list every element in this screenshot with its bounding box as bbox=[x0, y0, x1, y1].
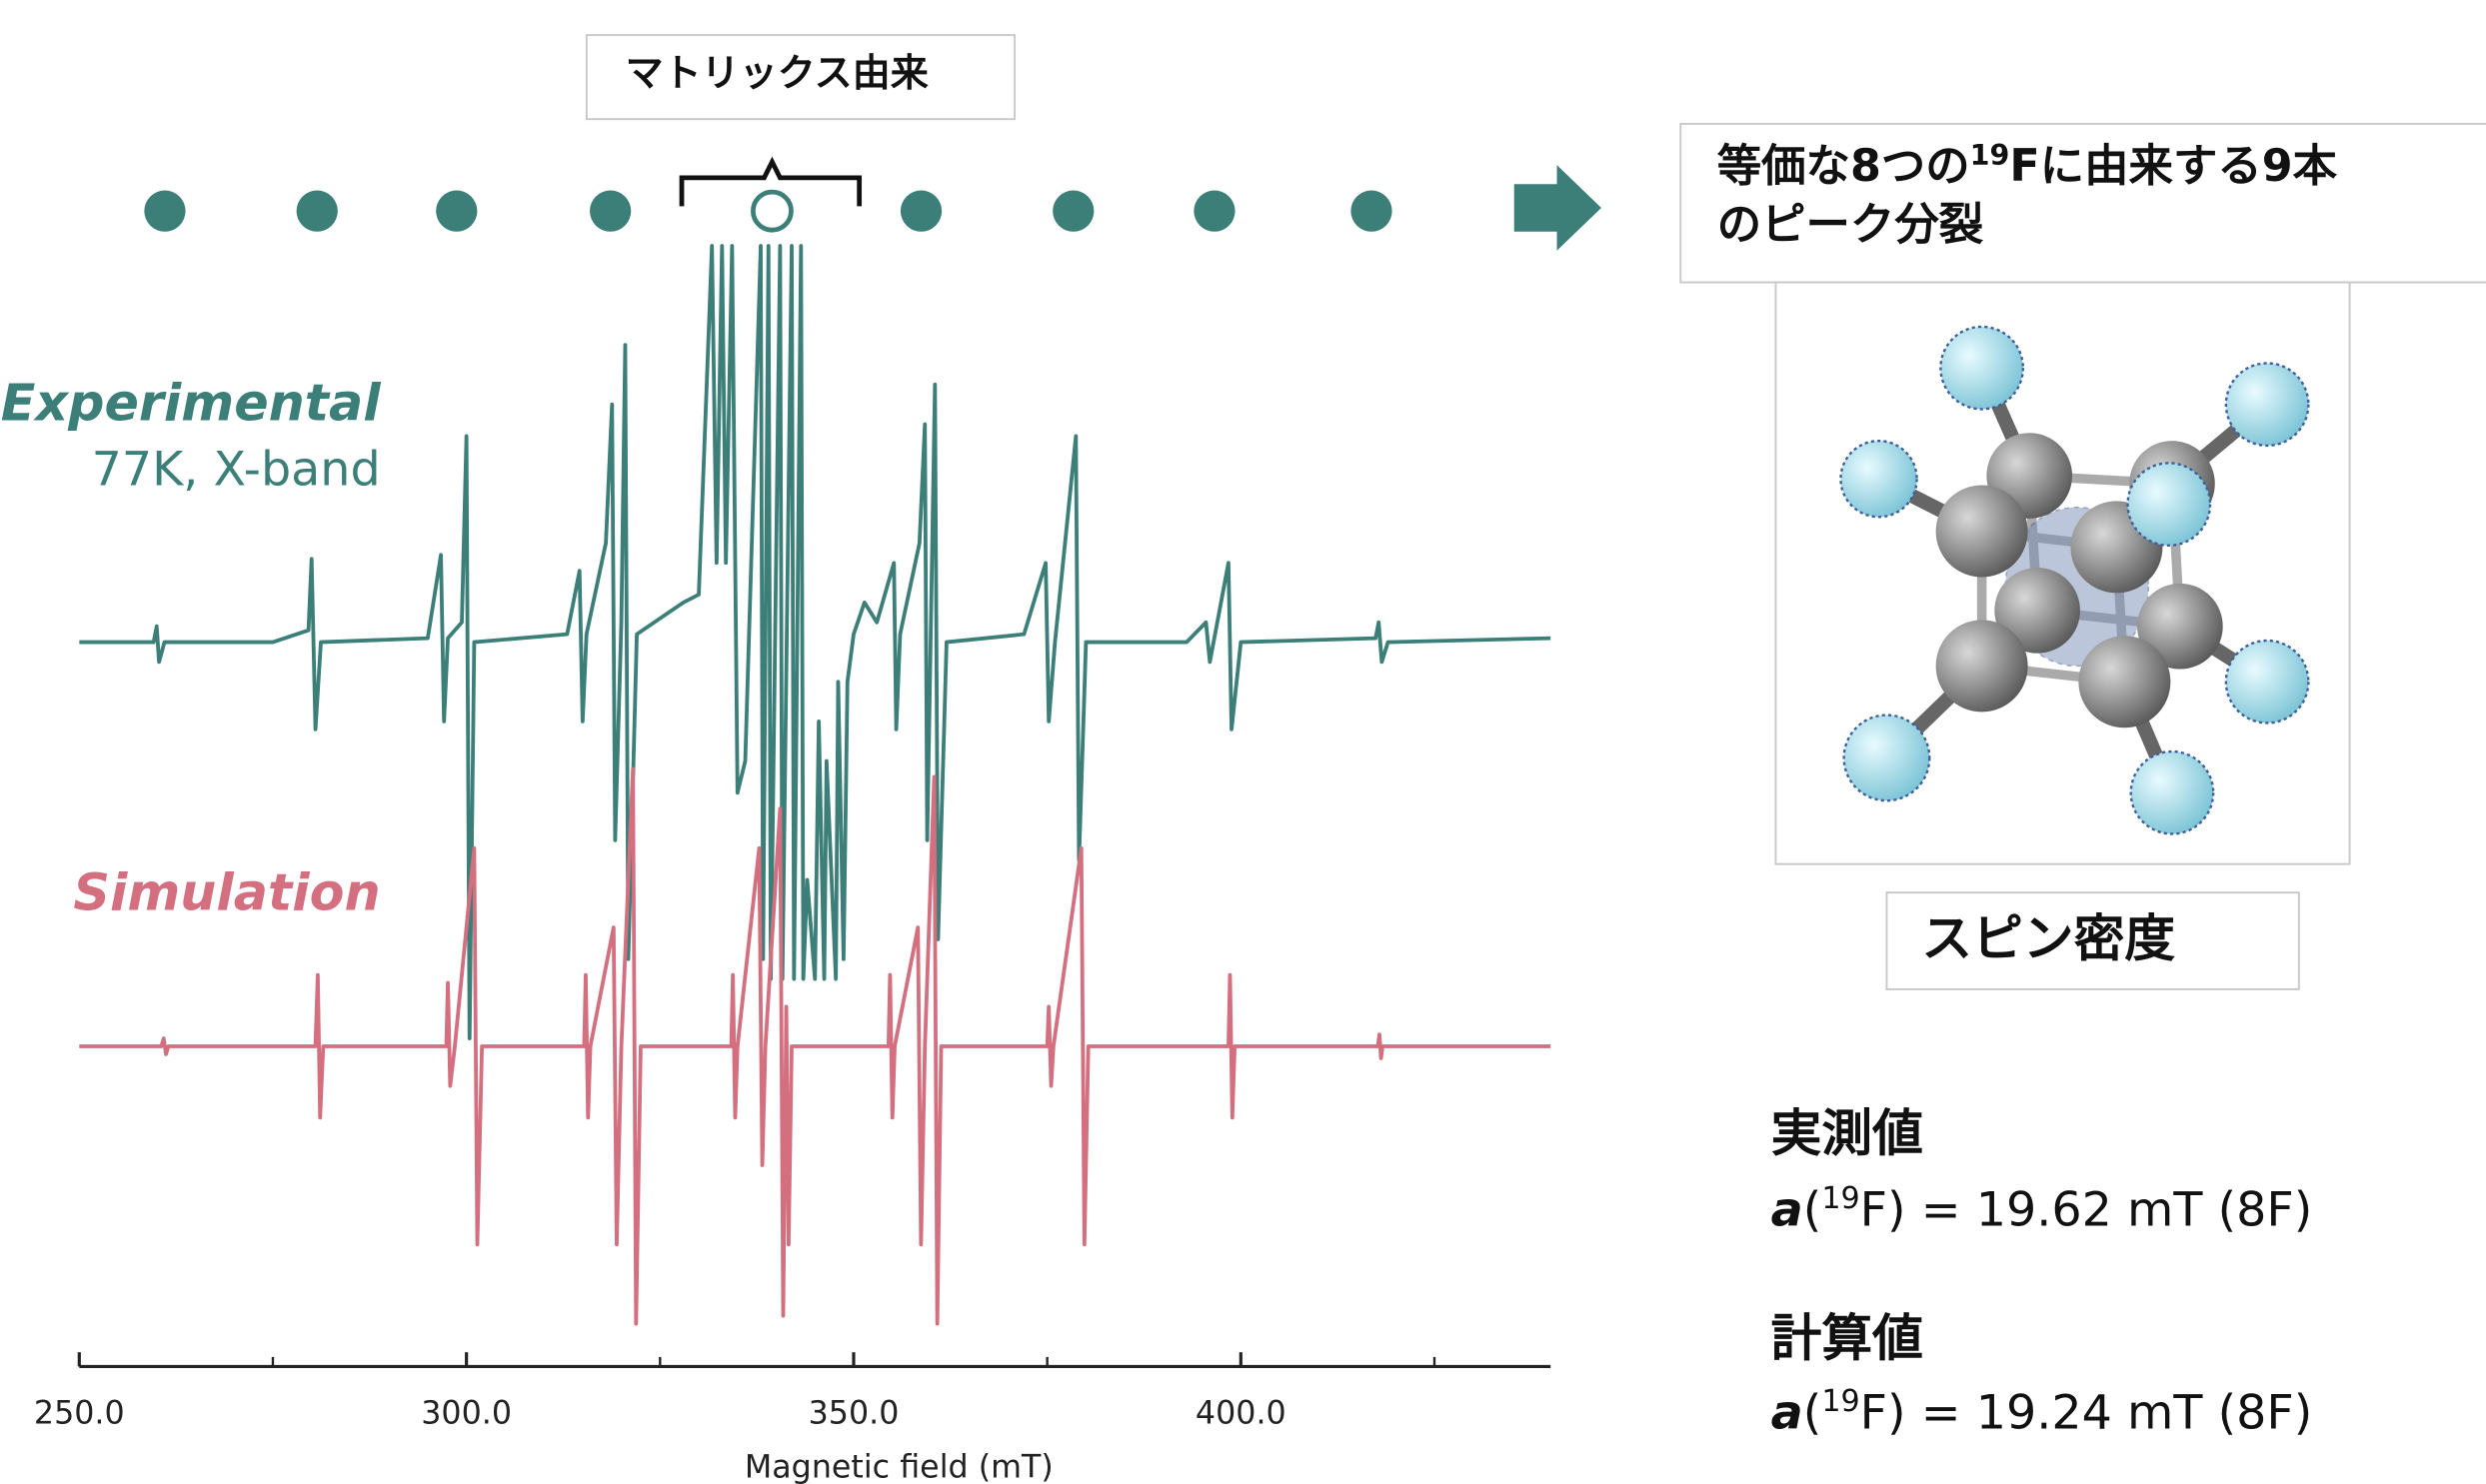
dot bbox=[590, 191, 631, 232]
peak-dots bbox=[144, 165, 1601, 251]
text: 等価な8つの bbox=[1717, 141, 1970, 192]
spin-density-label: スピン密度 bbox=[1921, 909, 2175, 968]
dot bbox=[436, 191, 477, 232]
dot bbox=[144, 191, 185, 232]
spectrum-line bbox=[79, 768, 1550, 1323]
x-tick-label: 300.0 bbox=[421, 1396, 512, 1432]
measured-value: a(19F) = 19.62 mT (8F) bbox=[1771, 1181, 2313, 1237]
page: EPR spectrum {"chart_data": {"type": "li… bbox=[0, 0, 2486, 1484]
text: ( bbox=[1803, 1385, 1822, 1440]
figure: マトリックス由来 Experimental 77K, X-band Simula… bbox=[0, 0, 2486, 1484]
body: マトリックス由来 Experimental 77K, X-band Simula… bbox=[0, 0, 2486, 1484]
dot bbox=[1350, 191, 1391, 232]
x-tick-label: 250.0 bbox=[34, 1396, 125, 1432]
symbol: a bbox=[1771, 1385, 1803, 1440]
text: ( bbox=[1803, 1182, 1822, 1237]
x-axis-label: Magnetic field (mT) bbox=[745, 1449, 1054, 1484]
dot bbox=[1194, 191, 1235, 232]
superscript: 19 bbox=[1970, 139, 2010, 172]
calculated-label: 計算値 bbox=[1771, 1308, 1923, 1367]
dot bbox=[1053, 191, 1094, 232]
text: Fに由来する9本 bbox=[2009, 141, 2337, 192]
text: F) = 19.62 mT (8F) bbox=[1860, 1182, 2313, 1237]
dot bbox=[901, 191, 942, 232]
superscript: 19 bbox=[1821, 1384, 1859, 1419]
calculated-value: a(19F) = 19.24 mT (8F) bbox=[1771, 1384, 2313, 1440]
symbol: a bbox=[1771, 1182, 1803, 1237]
matrix-label: マトリックス由来 bbox=[626, 51, 929, 95]
arrow bbox=[1514, 165, 1601, 251]
series-label: Simulation bbox=[73, 863, 380, 922]
series-label: Experimental bbox=[1, 374, 382, 433]
dot-hollow bbox=[753, 192, 791, 230]
series-conditions: 77K, X-band bbox=[92, 443, 381, 498]
dot bbox=[297, 191, 338, 232]
x-tick-label: 350.0 bbox=[809, 1396, 900, 1432]
x-tick-label: 400.0 bbox=[1196, 1396, 1286, 1432]
splitting-line1: 等価な8つの19Fに由来する9本 bbox=[1717, 139, 2338, 192]
measured-label: 実測値 bbox=[1771, 1104, 1923, 1163]
text: F) = 19.24 mT (8F) bbox=[1860, 1385, 2313, 1440]
splitting-line2: のピーク分裂 bbox=[1717, 200, 1984, 251]
superscript: 19 bbox=[1821, 1181, 1859, 1216]
